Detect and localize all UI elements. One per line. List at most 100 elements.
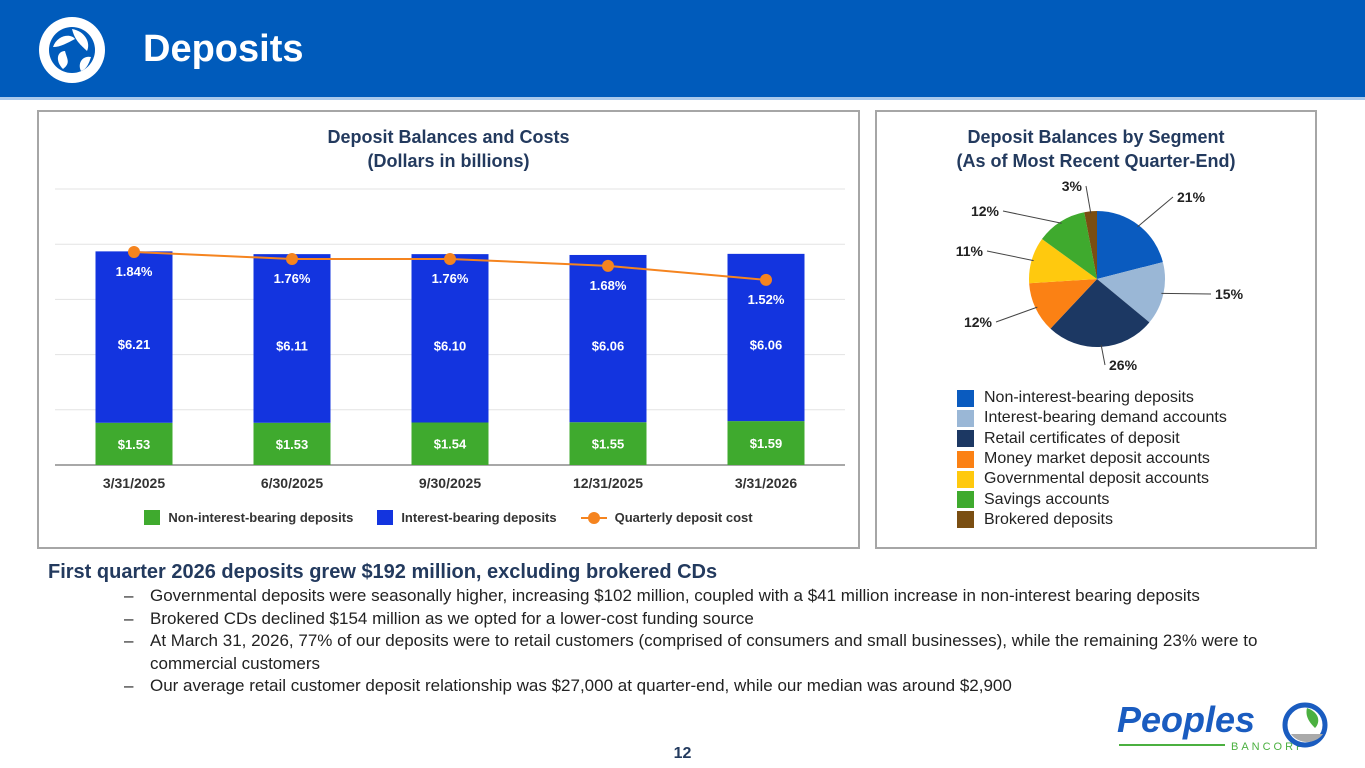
legend-label: Brokered deposits <box>984 510 1113 528</box>
bullet-text: At March 31, 2026, 77% of our deposits w… <box>150 631 1258 673</box>
deposit-cost-label: 1.68% <box>590 278 627 293</box>
pie-slice-label: 21% <box>1177 189 1206 205</box>
legend-label: Savings accounts <box>984 490 1110 508</box>
deposit-cost-label: 1.84% <box>116 264 153 279</box>
commentary: First quarter 2026 deposits grew $192 mi… <box>48 559 1348 698</box>
bar-label-interest: $6.10 <box>434 338 467 353</box>
bar-label-interest: $6.06 <box>750 337 783 352</box>
bar-non-interest-bearing <box>95 422 173 465</box>
x-tick-label: 6/30/2025 <box>261 475 323 491</box>
legend-swatch-blue <box>377 510 394 525</box>
legend-label: Interest-bearing deposits <box>401 510 557 525</box>
pie-slice <box>1029 239 1097 284</box>
legend-item-interest: Interest-bearing deposits <box>377 510 557 525</box>
x-tick-label: 12/31/2025 <box>573 475 643 491</box>
pie-leader-line <box>986 250 1034 262</box>
bar-interest-bearing <box>95 251 173 423</box>
bar-label-non-interest: $1.54 <box>434 437 467 452</box>
commentary-headline: First quarter 2026 deposits grew $192 mi… <box>48 561 718 583</box>
legend-label: Retail certificates of deposit <box>984 429 1180 447</box>
bar-label-non-interest: $1.55 <box>592 437 625 452</box>
bar-non-interest-bearing <box>253 422 331 465</box>
x-tick-label: 3/31/2025 <box>103 475 165 491</box>
pie-leader-line <box>1100 344 1106 366</box>
legend-swatch <box>957 409 974 427</box>
legend-label: Interest-bearing demand accounts <box>984 409 1227 427</box>
bar-label-non-interest: $1.53 <box>118 437 151 452</box>
deposit-cost-point <box>602 259 614 272</box>
bullet-text: Brokered CDs declined $154 million as we… <box>150 608 754 628</box>
bar-interest-bearing <box>569 254 647 423</box>
legend-label: Non-interest-bearing deposits <box>984 389 1194 407</box>
legend-swatch <box>957 450 974 468</box>
deposit-cost-point <box>128 246 140 258</box>
pie-legend-item: Interest-bearing demand accounts <box>957 408 1227 428</box>
bar-chart-svg: $1.53 $6.21 3/31/2025 $1.53 $6.11 6/30/2025 $1… <box>55 188 845 491</box>
bullet-dash: – <box>124 631 134 650</box>
bullet-text: Our average retail customer deposit rela… <box>150 676 1012 695</box>
legend-item-deposit-cost: Quarterly deposit cost <box>580 510 753 525</box>
bar-interest-bearing <box>253 254 331 423</box>
deposit-cost-label: 1.76% <box>274 271 311 286</box>
page-number: 12 <box>673 745 692 762</box>
bullet-item: – Governmental deposits were seasonally h… <box>48 585 1348 608</box>
header-divider <box>0 97 1365 100</box>
bar-non-interest-bearing <box>569 422 647 465</box>
pie-chart-subtitle: (As of Most Recent Quarter-End) <box>956 151 1236 171</box>
pie-slice-label: 26% <box>1109 357 1138 373</box>
pie-slice-label: 12% <box>964 314 993 330</box>
pie-slice-label: 3% <box>1062 178 1083 194</box>
x-tick-label: 9/30/2025 <box>419 475 481 491</box>
bar-interest-bearing <box>411 254 489 423</box>
pie-slice <box>1029 279 1097 329</box>
pie-leader-line <box>1161 292 1212 295</box>
bullet-item: – Brokered CDs declined $154 million as w… <box>48 608 1348 631</box>
brand-sub: BANCORP <box>1231 741 1306 753</box>
pie-legend-item: Governmental deposit accounts <box>957 469 1227 489</box>
bar-label-non-interest: $1.53 <box>276 437 309 452</box>
pie-legend-item: Non-interest-bearing deposits <box>957 388 1227 408</box>
deposit-cost-point <box>444 252 456 265</box>
pie-slice-label: 15% <box>1215 286 1244 302</box>
legend-label: Governmental deposit accounts <box>984 470 1210 488</box>
bar-label-non-interest: $1.59 <box>750 436 783 451</box>
bar-label-interest: $6.06 <box>592 339 625 354</box>
bullet-dash: – <box>124 676 134 695</box>
bullet-item: – Our average retail customer deposit rel… <box>48 675 1348 698</box>
pie-slice-label: 12% <box>971 203 1000 219</box>
bar-label-interest: $6.21 <box>118 337 151 352</box>
bar-chart-title: Deposit Balances and Costs <box>327 127 570 147</box>
pie-slice <box>1097 211 1163 279</box>
deposit-segments-panel: Deposit Balances by Segment (As of Most … <box>875 110 1317 549</box>
brand-name: Peoples <box>1117 699 1255 740</box>
pie-chart-title: Deposit Balances by Segment <box>967 127 1225 147</box>
legend-label: Money market deposit accounts <box>984 450 1210 468</box>
deposit-cost-label: 1.76% <box>432 271 469 286</box>
deposit-cost-point <box>760 273 772 286</box>
legend-swatch <box>957 511 974 529</box>
pie-legend-item: Savings accounts <box>957 489 1227 509</box>
deposit-cost-point <box>286 252 298 265</box>
bullet-dash: – <box>124 608 134 628</box>
header-bar: Deposits <box>0 0 1365 97</box>
bar-label-interest: $6.11 <box>276 338 308 353</box>
page-title: Deposits <box>143 28 304 70</box>
pie-legend-item: Money market deposit accounts <box>957 449 1227 469</box>
peoples-leaf-logo-icon <box>39 17 105 83</box>
legend-swatch <box>957 430 974 448</box>
legend-swatch <box>957 491 974 509</box>
bar-non-interest-bearing <box>411 422 489 465</box>
pie-legend-item: Retail certificates of deposit <box>957 429 1227 449</box>
bar-non-interest-bearing <box>727 421 805 465</box>
pie-leader-line <box>1002 210 1062 224</box>
deposit-cost-label: 1.52% <box>748 292 785 307</box>
x-tick-label: 3/31/2026 <box>735 475 797 491</box>
legend-label: Quarterly deposit cost <box>614 510 753 525</box>
brand-leaf-icon <box>1282 702 1328 748</box>
pie-slice <box>1050 279 1150 347</box>
pie-chart-legend: Non-interest-bearing deposits Interest-be… <box>957 388 1227 530</box>
pie-leader-line <box>1137 196 1174 228</box>
legend-item-non-interest: Non-interest-bearing deposits <box>144 510 353 525</box>
bar-chart-subtitle: (Dollars in billions) <box>367 151 530 171</box>
bullet-text: Governmental deposits were seasonally hi… <box>150 586 1200 605</box>
